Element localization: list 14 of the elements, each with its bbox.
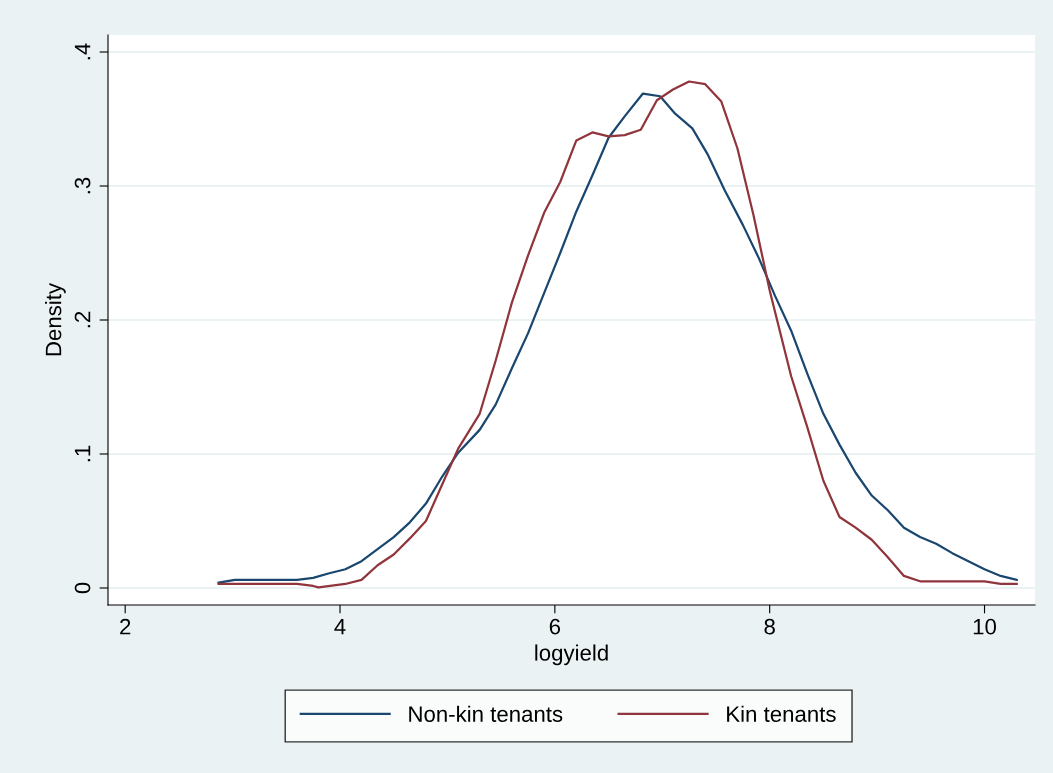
legend-label: Non-kin tenants [409,705,563,722]
x-tick-label: 4 [334,619,346,635]
x-tick-label: 2 [120,618,131,635]
y-axis-title: Density [45,282,66,356]
x-tick-label: 8 [764,618,775,635]
x-axis-title: logyield [535,644,608,666]
y-tick-label: .1 [74,445,91,462]
y-tick-label: 0 [74,582,91,594]
legend-label: Kin tenants [727,705,836,722]
x-tick-label: 10 [973,618,997,635]
y-tick-label: .3 [74,177,91,194]
y-tick-label: .2 [74,311,91,328]
x-tick-label: 6 [549,618,561,635]
y-tick-label: .4 [74,43,91,60]
